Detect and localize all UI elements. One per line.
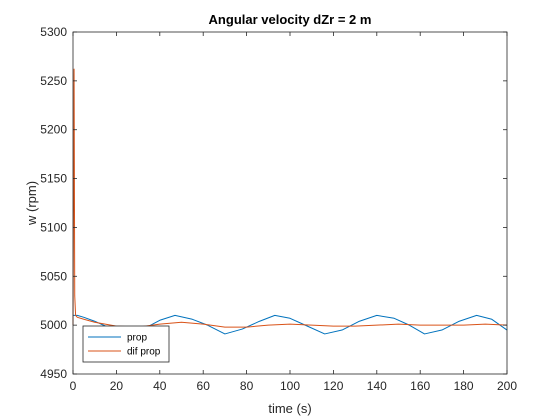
- legend-entry-label: dif prop: [127, 347, 161, 358]
- x-tick-label: 80: [240, 379, 254, 393]
- legend: prop dif prop: [82, 325, 170, 363]
- y-tick-label: 4950: [40, 367, 67, 381]
- legend-box: [82, 325, 170, 363]
- x-tick-label: 120: [323, 379, 343, 393]
- y-axis-label: w (rpm): [24, 181, 39, 226]
- x-tick-label: 180: [454, 379, 474, 393]
- x-tick-label: 100: [280, 379, 300, 393]
- series-line-dif-prop: [72, 68, 508, 328]
- y-tick-label: 5100: [40, 220, 67, 234]
- y-tick-label: 5000: [40, 318, 67, 332]
- x-tick-label: 160: [410, 379, 430, 393]
- y-tick-label: 5050: [40, 269, 67, 283]
- x-tick-label: 60: [197, 379, 211, 393]
- y-tick-label: 5150: [40, 172, 67, 186]
- ticks-layer: 0 20 40 60 80 100 120 140 160 180 200 4950 5000 5050 5…: [40, 25, 517, 393]
- y-tick-label: 5200: [40, 123, 67, 137]
- x-tick-label: 20: [110, 379, 124, 393]
- x-tick-label: 0: [70, 379, 77, 393]
- x-tick-label: 140: [367, 379, 387, 393]
- x-axis-label: time (s): [268, 401, 311, 416]
- y-tick-label: 5300: [40, 25, 67, 39]
- plot-area: [73, 32, 507, 374]
- chart-title: Angular velocity dZr = 2 m: [209, 12, 372, 27]
- x-tick-label: 40: [153, 379, 167, 393]
- y-tick-label: 5250: [40, 74, 67, 88]
- legend-entry-label: prop: [127, 333, 147, 344]
- x-tick-label: 200: [497, 379, 517, 393]
